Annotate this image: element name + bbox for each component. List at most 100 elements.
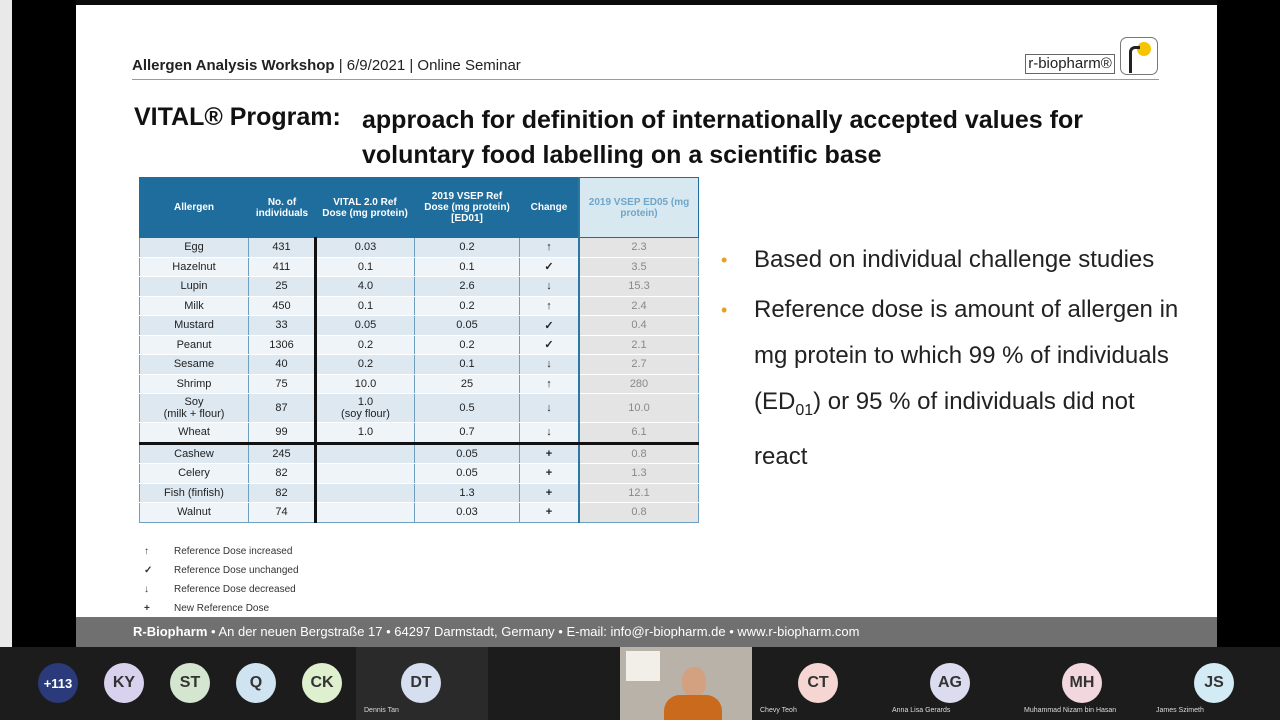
- participant-tile[interactable]: JS James Szimeth: [1148, 647, 1280, 720]
- vsep-dose-cell: 0.05: [414, 463, 520, 484]
- table-row: Mustard 33 0.05 0.05 ✓ 0.4: [139, 315, 699, 336]
- participant-tile[interactable]: CT Chevy Teoh: [752, 647, 884, 720]
- change-cell: +: [519, 483, 580, 503]
- footer-company: R-Biopharm: [133, 624, 208, 639]
- letterbox-left: [12, 0, 76, 647]
- ed05-cell: 1.3: [578, 463, 699, 484]
- vsep-dose-cell: 2.6: [414, 276, 520, 297]
- participant-tile[interactable]: AG Anna Lisa Gerards: [884, 647, 1016, 720]
- table-row: Egg 431 0.03 0.2 ↑ 2.3: [139, 237, 699, 258]
- participant-avatar[interactable]: ST: [170, 663, 210, 703]
- allergen-cell: Peanut: [139, 335, 249, 355]
- footer-address: • An der neuen Bergstraße 17 • 64297 Dar…: [207, 624, 860, 639]
- table-row: Hazelnut 411 0.1 0.1 ✓ 3.5: [139, 257, 699, 277]
- participant-avatar: CT: [798, 663, 838, 703]
- table-row: Fish (finfish) 82 1.3 +12.1: [139, 483, 699, 503]
- change-cell: ↓: [519, 276, 580, 297]
- participant-group: +113 KY ST Q CK: [0, 647, 355, 720]
- rbiopharm-logo-text: r-biopharm®: [1025, 54, 1115, 74]
- vital-dose-cell: 0.03: [314, 237, 415, 258]
- change-cell: ↓: [519, 393, 580, 423]
- change-cell: ✓: [519, 257, 580, 277]
- bullet-reference-dose: Reference dose is amount of allergen in …: [720, 287, 1190, 480]
- change-cell: +: [519, 441, 580, 464]
- slide-header: Allergen Analysis Workshop | 6/9/2021 | …: [132, 57, 521, 74]
- table-row: Lupin 25 4.0 2.6 ↓ 15.3: [139, 276, 699, 297]
- vital-dose-cell: [314, 483, 415, 503]
- ed05-cell: 0.4: [578, 315, 699, 336]
- participant-tile[interactable]: MH Muhammad Nizam bin Hasan: [1016, 647, 1148, 720]
- individuals-cell: 431: [248, 237, 316, 258]
- col-vsep-ed05: 2019 VSEP ED05 (mg protein): [578, 177, 699, 238]
- header-event: Allergen Analysis Workshop: [132, 57, 335, 74]
- participant-video[interactable]: [620, 647, 752, 720]
- slide-footer: R-Biopharm • An der neuen Bergstraße 17 …: [76, 617, 1217, 647]
- change-cell: ↑: [519, 237, 580, 258]
- vsep-dose-cell: 0.03: [414, 502, 520, 523]
- allergen-cell: Celery: [139, 463, 249, 484]
- more-participants-button[interactable]: +113: [38, 663, 78, 703]
- table-row: Wheat 99 1.0 0.7 ↓ 6.1: [139, 422, 699, 444]
- participant-avatar: DT: [401, 663, 441, 703]
- legend-item: ✓ Reference Dose unchanged: [144, 561, 299, 580]
- table-row: Cashew 245 0.05 +0.8: [139, 441, 699, 464]
- bullet-challenge-studies: Based on individual challenge studies: [720, 237, 1190, 283]
- individuals-cell: 1306: [248, 335, 316, 355]
- ed05-cell: 2.4: [578, 296, 699, 316]
- col-vsep-dose: 2019 VSEP Ref Dose (mg protein) [ED01]: [414, 177, 520, 238]
- letterbox-right: [1217, 0, 1280, 647]
- individuals-cell: 40: [248, 354, 316, 375]
- participant-avatar[interactable]: CK: [302, 663, 342, 703]
- header-details: | 6/9/2021 | Online Seminar: [338, 57, 521, 74]
- individuals-cell: 450: [248, 296, 316, 316]
- individuals-cell: 82: [248, 463, 316, 484]
- vital-dose-cell: 10.0: [314, 374, 415, 394]
- vital-dose-cell: [314, 463, 415, 484]
- individuals-cell: 87: [248, 393, 316, 423]
- change-cell: ↑: [519, 374, 580, 394]
- slide-title-right: approach for definition of international…: [362, 106, 1083, 169]
- participant-name: Anna Lisa Gerards: [892, 707, 951, 714]
- vsep-dose-cell: 0.2: [414, 335, 520, 355]
- ed05-cell: 0.8: [578, 502, 699, 523]
- allergen-cell: Wheat: [139, 422, 249, 444]
- vital-dose-cell: 0.05: [314, 315, 415, 336]
- participant-name: Chevy Teoh: [760, 707, 797, 714]
- rbiopharm-logo-icon: [1120, 37, 1158, 75]
- allergen-cell: Walnut: [139, 502, 249, 523]
- change-cell: ✓: [519, 335, 580, 355]
- allergen-reference-table: Allergen No. of individuals VITAL 2.0 Re…: [139, 177, 699, 523]
- individuals-cell: 74: [248, 502, 316, 523]
- legend-item: ↓ Reference Dose decreased: [144, 580, 299, 599]
- vital-dose-cell: 0.2: [314, 354, 415, 375]
- screen-edge: [0, 0, 12, 647]
- shared-slide: Allergen Analysis Workshop | 6/9/2021 | …: [76, 5, 1217, 647]
- table-row: Soy (milk + flour) 87 1.0 (soy flour) 0.5 ↓ 1…: [139, 393, 699, 423]
- bullet-list: Based on individual challenge studies Re…: [720, 237, 1190, 484]
- individuals-cell: 75: [248, 374, 316, 394]
- ed05-cell: 10.0: [578, 393, 699, 423]
- participant-name: Dennis Tan: [364, 707, 399, 714]
- allergen-cell: Soy (milk + flour): [139, 393, 249, 423]
- ed05-cell: 3.5: [578, 257, 699, 277]
- vital-dose-cell: 0.2: [314, 335, 415, 355]
- legend-item: + New Reference Dose: [144, 599, 299, 618]
- participant-avatar[interactable]: Q: [236, 663, 276, 703]
- table-row: Celery 82 0.05 +1.3: [139, 463, 699, 484]
- participant-tile-empty: [488, 647, 620, 720]
- vsep-dose-cell: 0.5: [414, 393, 520, 423]
- allergen-cell: Sesame: [139, 354, 249, 375]
- table-row: Milk 450 0.1 0.2 ↑ 2.4: [139, 296, 699, 316]
- vital-dose-cell: 4.0: [314, 276, 415, 297]
- vsep-dose-cell: 0.2: [414, 296, 520, 316]
- participant-avatar: JS: [1194, 663, 1234, 703]
- vital-dose-cell: 0.1: [314, 257, 415, 277]
- ed05-cell: 2.1: [578, 335, 699, 355]
- participant-avatar[interactable]: KY: [104, 663, 144, 703]
- vsep-dose-cell: 1.3: [414, 483, 520, 503]
- ed05-cell: 2.7: [578, 354, 699, 375]
- ed05-cell: 12.1: [578, 483, 699, 503]
- participant-tile[interactable]: DT Dennis Tan: [356, 647, 488, 720]
- change-cell: ↓: [519, 354, 580, 375]
- vsep-dose-cell: 0.1: [414, 354, 520, 375]
